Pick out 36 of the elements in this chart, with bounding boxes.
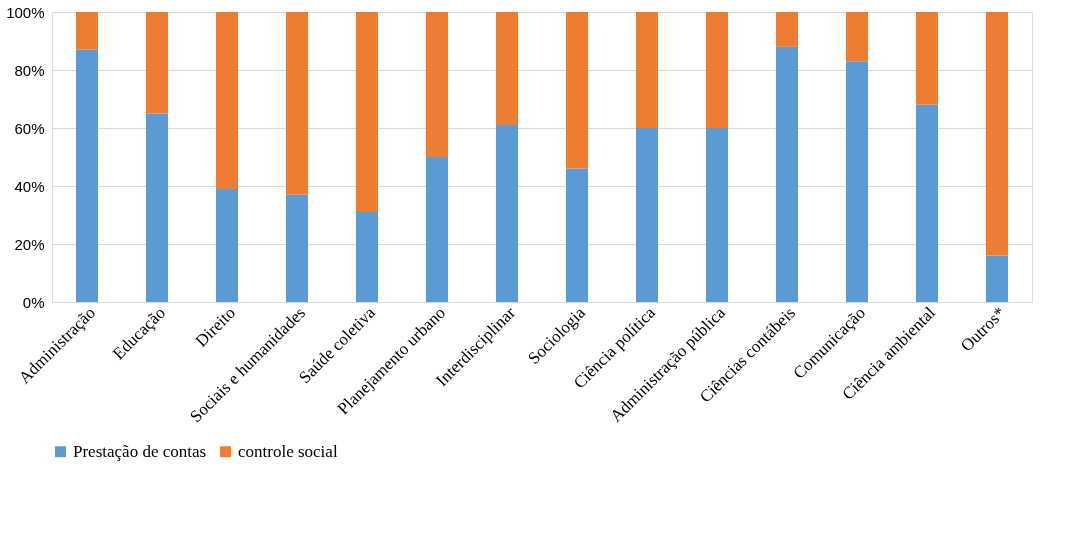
bar (216, 12, 238, 189)
bar (286, 12, 308, 195)
bar (76, 12, 98, 50)
bar (566, 12, 588, 169)
bar (776, 12, 798, 47)
bar (496, 12, 518, 126)
y-tick-label: 20% (14, 235, 45, 253)
bar (636, 12, 658, 128)
bar (426, 12, 448, 157)
bar (916, 12, 938, 105)
bar (356, 12, 378, 213)
y-tick-label: 60% (14, 119, 45, 137)
y-tick-label: 80% (14, 61, 45, 79)
bar (986, 255, 1008, 302)
bar (286, 194, 308, 302)
y-tick-label: 100% (6, 3, 45, 21)
y-tick-label: 40% (14, 177, 45, 195)
bar (76, 49, 98, 302)
legend-label: controle social (238, 441, 338, 461)
bar (146, 12, 168, 114)
y-tick-label: 0% (22, 293, 45, 311)
bar (846, 61, 868, 302)
bar (636, 128, 658, 302)
bar (776, 46, 798, 302)
bar (426, 157, 448, 302)
bar (916, 104, 938, 302)
bar (496, 125, 518, 302)
bar (356, 212, 378, 302)
bar (986, 12, 1008, 256)
bar (566, 168, 588, 302)
bar (846, 12, 868, 62)
bar (216, 188, 238, 302)
legend-label: Prestação de contas (73, 441, 207, 461)
bar (146, 113, 168, 302)
bar (706, 128, 728, 302)
bar (706, 12, 728, 128)
